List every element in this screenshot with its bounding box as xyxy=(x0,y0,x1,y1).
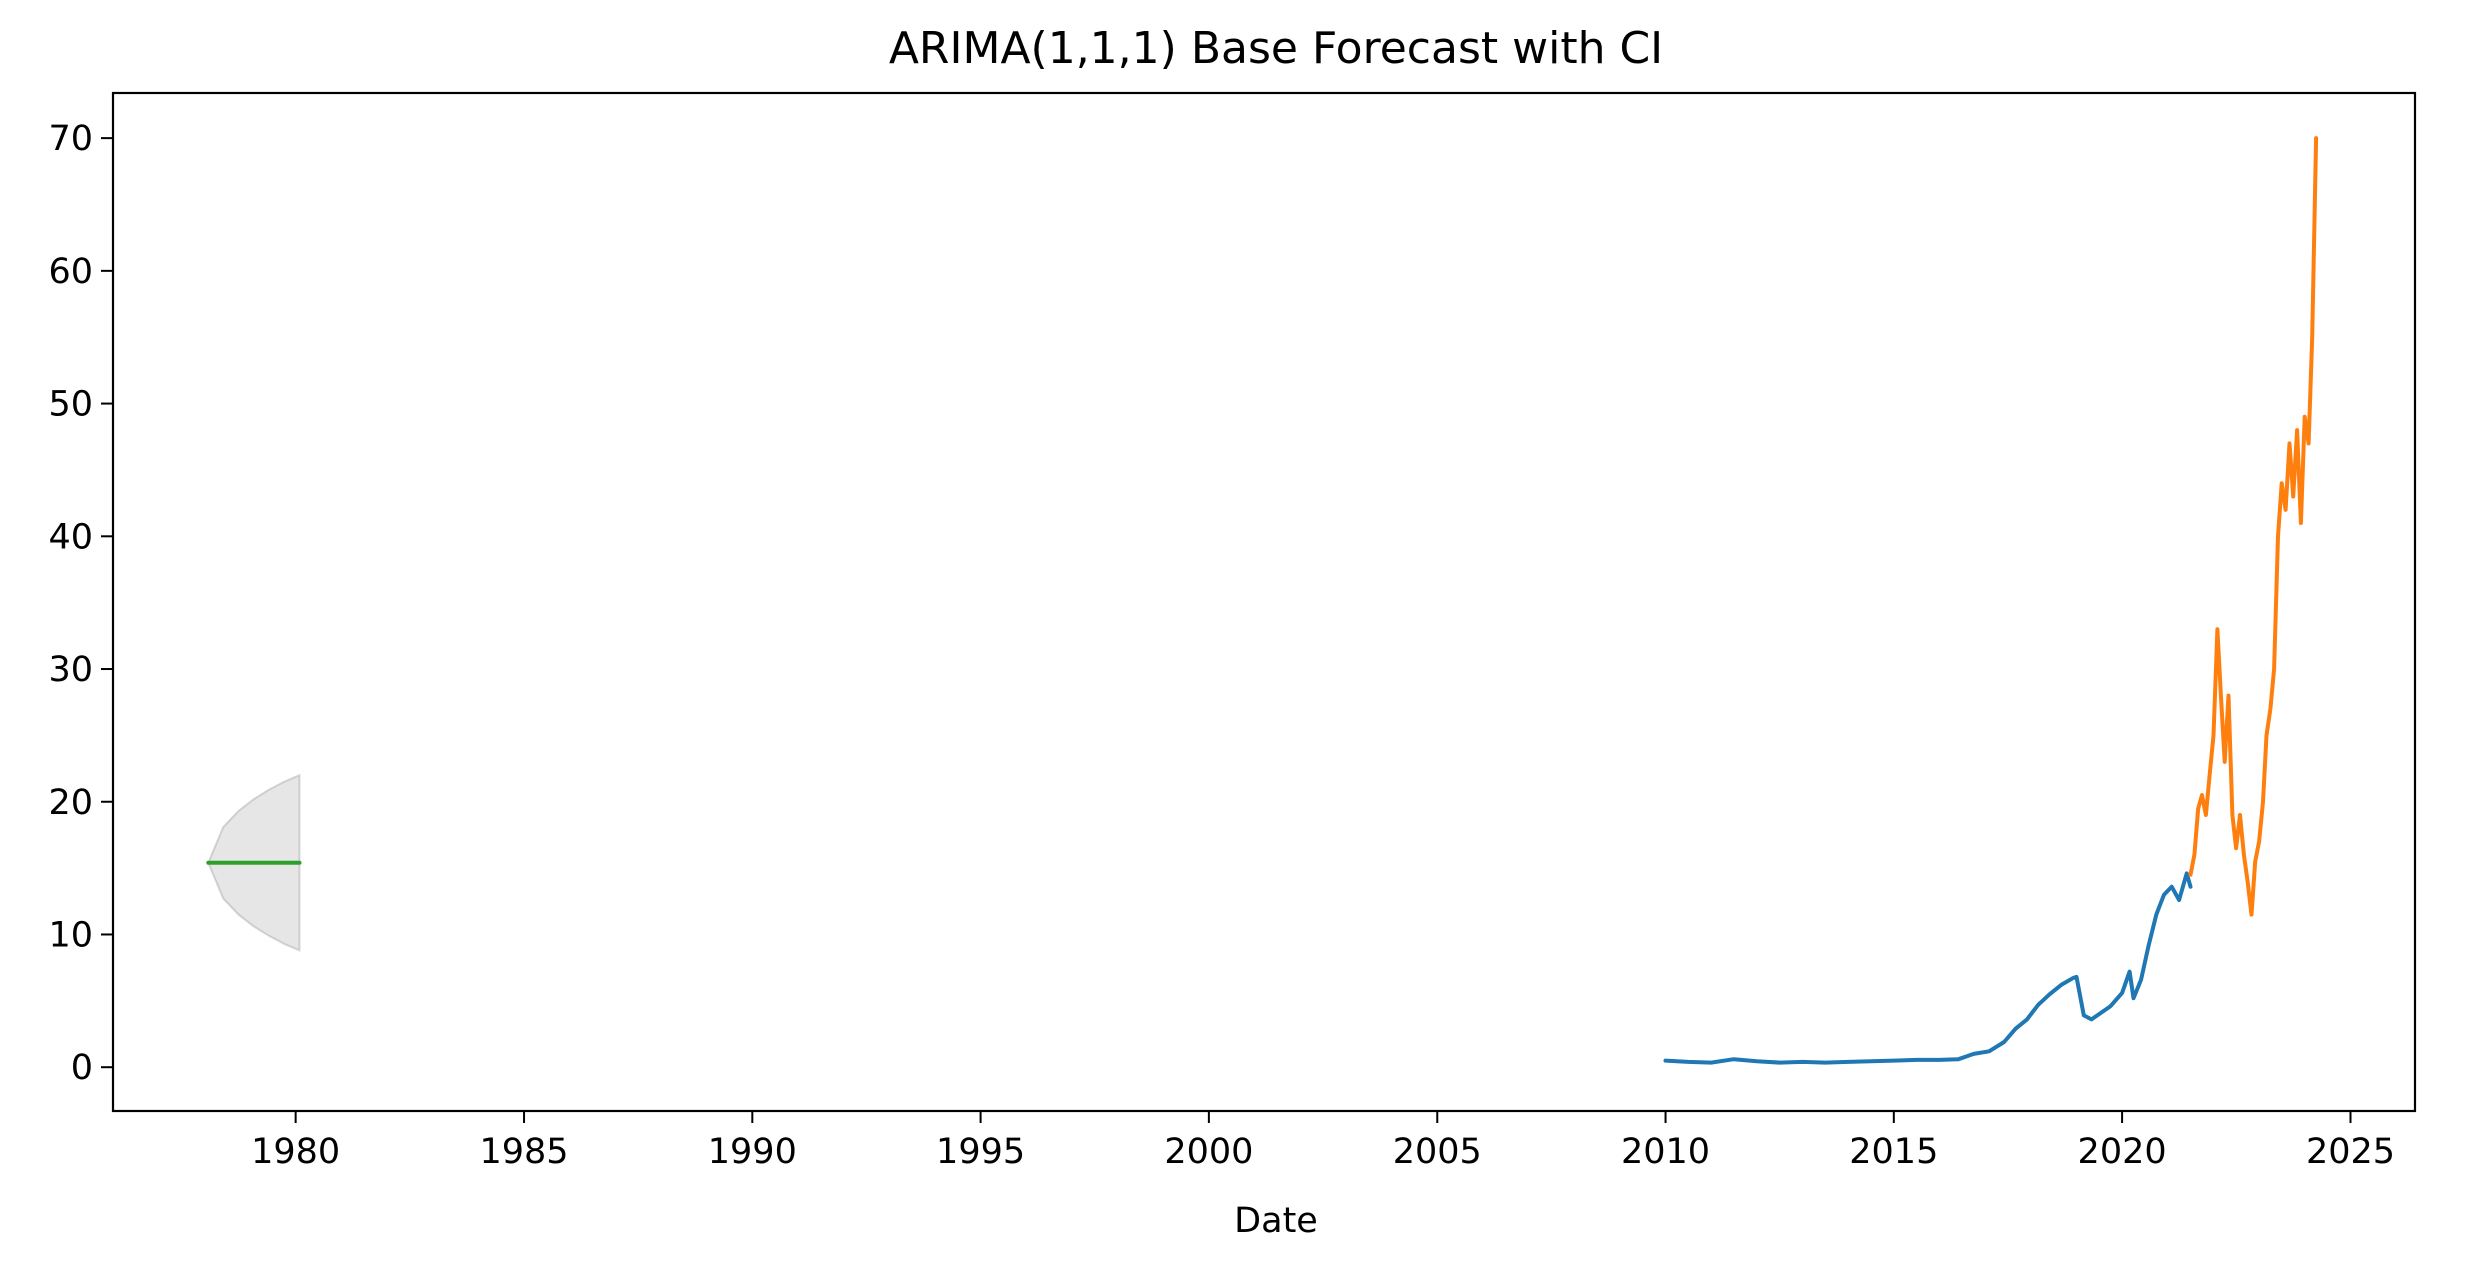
y-tick-label: 30 xyxy=(48,650,93,690)
x-tick-label: 1980 xyxy=(251,1132,340,1172)
x-tick-label: 2000 xyxy=(1164,1132,1253,1172)
x-tick-label: 1990 xyxy=(708,1132,797,1172)
x-tick-label: 2005 xyxy=(1393,1132,1482,1172)
x-tick-label: 1995 xyxy=(936,1132,1025,1172)
x-tick-label: 1985 xyxy=(480,1132,569,1172)
chart-title: ARIMA(1,1,1) Base Forecast with CI xyxy=(889,23,1663,74)
x-tick-label: 2010 xyxy=(1621,1132,1710,1172)
axes-frame xyxy=(111,91,2417,1113)
x-tick-label: 2020 xyxy=(2078,1132,2167,1172)
y-tick-label: 40 xyxy=(48,517,93,557)
x-tick-label: 2015 xyxy=(1849,1132,1938,1172)
series-line-2 xyxy=(2188,136,2319,917)
y-tick-label: 60 xyxy=(48,252,93,292)
tick-layer: 1980 1985 1990 1995 2000 2005 2010 2015 2020 2025… xyxy=(48,119,2395,1172)
y-tick-label: 20 xyxy=(48,783,93,823)
plot-area xyxy=(206,136,2319,1065)
x-axis-label: Date xyxy=(1234,1201,1318,1241)
y-tick-label: 0 xyxy=(71,1048,93,1088)
y-tick-label: 50 xyxy=(48,385,93,425)
y-tick-label: 70 xyxy=(48,119,93,159)
y-tick-label: 10 xyxy=(48,915,93,955)
x-tick-label: 2025 xyxy=(2306,1132,2395,1172)
series-line-1 xyxy=(1663,871,2193,1065)
